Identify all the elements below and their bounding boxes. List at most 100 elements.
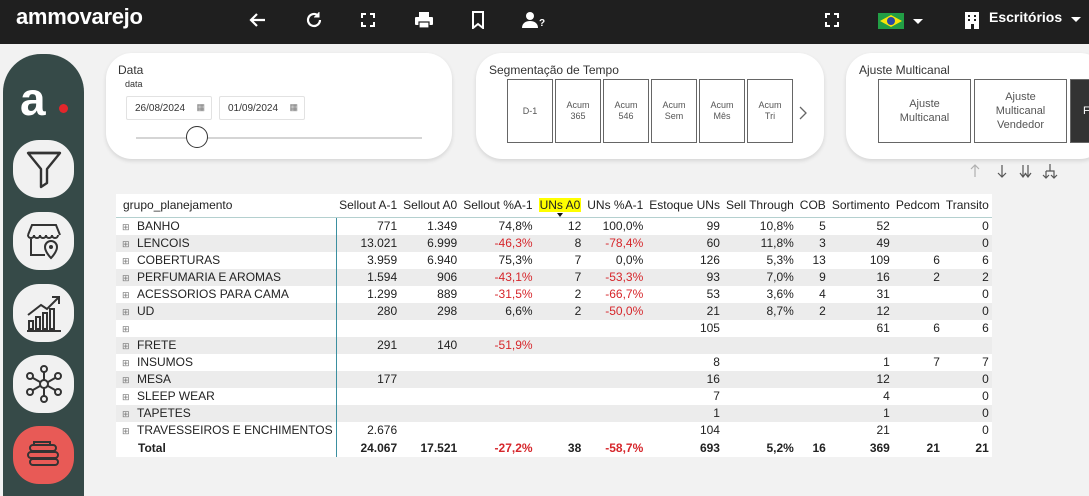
cell-grupo[interactable]: ⊞ LENCOIS bbox=[116, 234, 337, 252]
print-icon[interactable] bbox=[412, 8, 436, 32]
expand-row-icon[interactable]: ⊞ bbox=[122, 374, 130, 385]
cell-grupo[interactable]: ⊞ UD bbox=[116, 302, 337, 320]
drill-down-icon bbox=[997, 165, 1007, 178]
table-row[interactable]: ⊞ PERFUMARIA E AROMAS 1.594 906 -43,1% 7 -53,3… bbox=[116, 268, 992, 286]
segment-button-acum-365[interactable]: Acum 365 bbox=[555, 79, 601, 143]
col-header-grupo[interactable]: grupo_planejamento bbox=[116, 194, 337, 218]
expand-row-icon[interactable]: ⊞ bbox=[122, 238, 130, 249]
expand-row-icon[interactable]: ⊞ bbox=[122, 221, 130, 232]
table-row[interactable]: ⊞ MESA 177 16 12 0 bbox=[116, 370, 992, 388]
cell-grupo[interactable]: ⊞ bbox=[116, 319, 337, 337]
segment-button-acum-tri[interactable]: Acum Tri bbox=[747, 79, 793, 143]
location-selector[interactable]: Escritórios bbox=[989, 9, 1063, 25]
segment-button-acum-sem[interactable]: Acum Sem bbox=[651, 79, 697, 143]
expand-row-icon[interactable]: ⊞ bbox=[122, 306, 130, 317]
table-row[interactable]: ⊞ INSUMOS 8 1 7 7 bbox=[116, 353, 992, 371]
col-header-uns-pct[interactable]: UNs %A-1 bbox=[584, 194, 647, 218]
sidebar-logo-dot bbox=[59, 104, 68, 113]
col-header-sell-through[interactable]: Sell Through bbox=[722, 194, 797, 218]
cell-grupo[interactable]: ⊞ PERFUMARIA E AROMAS bbox=[116, 268, 337, 286]
col-header-sellout-pct[interactable]: Sellout %A-1 bbox=[460, 194, 536, 218]
adjust-multichannel-seller-button[interactable]: Ajuste Multicanal Vendedor bbox=[974, 79, 1067, 143]
cell-grupo[interactable]: ⊞ COBERTURAS bbox=[116, 251, 337, 269]
date-slider-track[interactable] bbox=[136, 137, 422, 139]
cell-sellout-a1: 1.594 bbox=[336, 268, 401, 286]
brazil-flag-icon[interactable] bbox=[877, 8, 925, 32]
expand-row-icon[interactable]: ⊞ bbox=[122, 340, 130, 351]
expand-row-icon[interactable]: ⊞ bbox=[122, 255, 130, 266]
cell-transito: 0 bbox=[982, 389, 989, 403]
col-header-cob[interactable]: COB bbox=[796, 194, 829, 218]
expand-row-icon[interactable]: ⊞ bbox=[122, 425, 130, 436]
cell-sellout-a0 bbox=[400, 422, 460, 439]
fullscreen-icon[interactable] bbox=[356, 8, 380, 32]
cell-grupo[interactable]: ⊞ BANHO bbox=[116, 217, 337, 235]
end-date-input[interactable]: 01/09/2024 ▦ bbox=[219, 96, 305, 120]
col-header-sellout-a0[interactable]: Sellout A0 bbox=[400, 194, 461, 218]
cell-grupo[interactable]: ⊞ TAPETES bbox=[116, 404, 337, 422]
growth-chart-button[interactable] bbox=[13, 284, 74, 342]
segment-button-acum-mes[interactable]: Acum Mês bbox=[699, 79, 745, 143]
cell-grupo[interactable]: ⊞ INSUMOS bbox=[116, 353, 337, 371]
table-row[interactable]: ⊞ UD 280 298 6,6% 2 -50,0% 21 8,7% 2 12 0 bbox=[116, 302, 992, 320]
col-header-sellout-a1[interactable]: Sellout A-1 bbox=[336, 194, 401, 218]
cell-grupo[interactable]: ⊞ TRAVESSEIROS E ENCHIMENTOS bbox=[116, 421, 337, 439]
fullscreen-right-icon[interactable] bbox=[820, 8, 844, 32]
expand-row-icon[interactable]: ⊞ bbox=[122, 272, 130, 283]
table-row[interactable]: ⊞ 105 61 6 6 bbox=[116, 319, 992, 337]
table-row[interactable]: ⊞ TRAVESSEIROS E ENCHIMENTOS 2.676 104 21 0 bbox=[116, 421, 992, 439]
stack-button[interactable] bbox=[13, 426, 74, 484]
expand-row-icon[interactable]: ⊞ bbox=[122, 323, 130, 334]
filter-button[interactable] bbox=[13, 140, 74, 198]
store-map-button[interactable] bbox=[13, 212, 74, 270]
table-row[interactable]: ⊞ TAPETES 1 1 0 bbox=[116, 404, 992, 422]
cell-sell-through: 7,0% bbox=[722, 268, 797, 286]
col-header-pedcom[interactable]: Pedcom bbox=[892, 194, 943, 218]
table-row[interactable]: ⊞ SLEEP WEAR 7 4 0 bbox=[116, 387, 992, 405]
col-header-transito[interactable]: Transito bbox=[942, 194, 992, 218]
date-slider-handle[interactable] bbox=[186, 126, 208, 148]
network-button[interactable] bbox=[13, 355, 74, 413]
adjust-f-button[interactable]: F bbox=[1070, 79, 1089, 143]
table-row[interactable]: ⊞ COBERTURAS 3.959 6.940 75,3% 7 0,0% 126 5,3% 13… bbox=[116, 251, 992, 269]
multichannel-adjust-title: Ajuste Multicanal bbox=[859, 63, 950, 77]
table-row[interactable]: ⊞ FRETE 291 140 -51,9% bbox=[116, 336, 992, 354]
cell-transito bbox=[942, 336, 992, 354]
calendar-icon[interactable]: ▦ bbox=[289, 102, 298, 112]
col-header-estoque[interactable]: Estoque UNs bbox=[646, 194, 723, 218]
cell-grupo[interactable]: ⊞ ACESSORIOS PARA CAMA bbox=[116, 285, 337, 303]
row-label: MESA bbox=[137, 371, 172, 386]
expand-row-icon[interactable]: ⊞ bbox=[122, 408, 130, 419]
cell-estoque: 105 bbox=[699, 321, 720, 335]
expand-row-icon[interactable]: ⊞ bbox=[122, 289, 130, 300]
cell-sellout-pct bbox=[460, 320, 535, 337]
cell-uns-pct: -78,4% bbox=[584, 234, 647, 252]
col-header-uns-a0[interactable]: UNs A0 bbox=[535, 194, 585, 218]
app-logo[interactable]: ammovarejo bbox=[16, 4, 143, 29]
expand-row-icon[interactable]: ⊞ bbox=[122, 357, 130, 368]
cell-transito: 0 bbox=[942, 404, 992, 422]
adjust-multichannel-button[interactable]: Ajuste Multicanal bbox=[878, 79, 971, 143]
chevron-down-icon[interactable] bbox=[1064, 8, 1088, 32]
bookmark-icon[interactable] bbox=[466, 8, 490, 32]
user-help-icon[interactable]: ? bbox=[520, 8, 548, 32]
expand-row-icon[interactable]: ⊞ bbox=[122, 391, 130, 402]
table-row[interactable]: ⊞ ACESSORIOS PARA CAMA 1.299 889 -31,5% 2 -66,… bbox=[116, 285, 992, 303]
drill-up-icon bbox=[970, 164, 980, 177]
cell-grupo[interactable]: ⊞ MESA bbox=[116, 370, 337, 388]
cell-sellout-pct bbox=[460, 354, 535, 371]
chevron-right-icon[interactable] bbox=[798, 105, 808, 124]
segment-button-d1[interactable]: D-1 bbox=[507, 79, 553, 143]
segment-button-acum-546[interactable]: Acum 546 bbox=[603, 79, 649, 143]
cell-grupo[interactable]: ⊞ SLEEP WEAR bbox=[116, 387, 337, 405]
cell-transito: 0 bbox=[942, 370, 992, 388]
table-row[interactable]: ⊞ LENCOIS 13.021 6.999 -46,3% 8 -78,4% 60 11,8% 3… bbox=[116, 234, 992, 252]
refresh-icon[interactable] bbox=[302, 8, 326, 32]
sidebar-logo[interactable]: a bbox=[20, 73, 46, 125]
table-row[interactable]: ⊞ BANHO 771 1.349 74,8% 12 100,0% 99 10,8% 5 52 0 bbox=[116, 217, 992, 235]
start-date-input[interactable]: 26/08/2024 ▦ bbox=[126, 96, 212, 120]
col-header-sortimento[interactable]: Sortimento bbox=[828, 194, 893, 218]
calendar-icon[interactable]: ▦ bbox=[196, 102, 205, 112]
back-arrow-icon[interactable] bbox=[246, 8, 270, 32]
cell-grupo[interactable]: ⊞ FRETE bbox=[116, 336, 337, 354]
